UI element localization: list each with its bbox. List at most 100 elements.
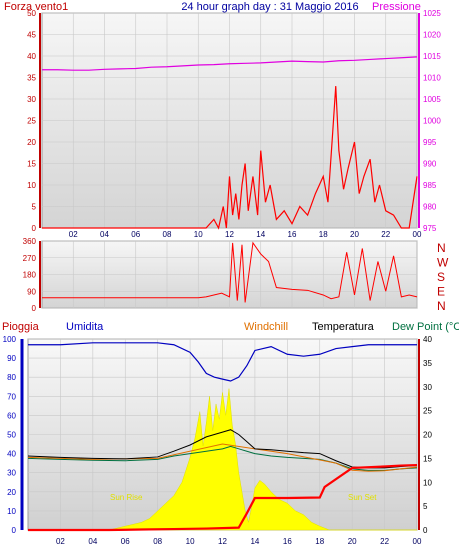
- y-left-tick-label: 10: [7, 507, 16, 516]
- y-right-tick-label: 35: [423, 359, 432, 368]
- x-tick-label: 04: [88, 537, 97, 546]
- x-tick-label: 08: [153, 537, 162, 546]
- y-left-tick-label: 50: [27, 9, 36, 18]
- y-left-tick-label: 30: [27, 95, 36, 104]
- compass-label: W: [437, 256, 449, 270]
- x-tick-label: 10: [186, 537, 195, 546]
- y-right-tick-label: 980: [423, 203, 437, 212]
- y-left-tick-label: 180: [23, 271, 37, 280]
- x-tick-label: 02: [69, 230, 78, 239]
- x-tick-label: 04: [100, 230, 109, 239]
- legend-dewpoint: Dew Point (°C: [392, 321, 459, 333]
- y-left-tick-label: 40: [7, 450, 16, 459]
- x-tick-label: 22: [380, 537, 389, 546]
- y-left-tick-label: 100: [3, 335, 17, 344]
- y-left-tick-label: 90: [7, 354, 16, 363]
- x-tick-label: 06: [121, 537, 130, 546]
- y-left-tick-label: 25: [27, 117, 36, 126]
- sunset-annotation: Sun Set: [348, 493, 377, 502]
- y-right-tick-label: 1020: [423, 31, 441, 40]
- y-left-tick-label: 0: [32, 304, 37, 313]
- y-left-tick-label: 270: [23, 254, 37, 263]
- header-left-label: Forza vento1: [4, 1, 68, 13]
- y-right-tick-label: 990: [423, 160, 437, 169]
- y-right-tick-label: 5: [423, 502, 428, 511]
- x-tick-label: 08: [163, 230, 172, 239]
- series-radiation: [28, 388, 417, 531]
- legend-temperature: Temperatura: [312, 321, 375, 333]
- x-tick-label: 14: [250, 537, 259, 546]
- y-left-tick-label: 360: [23, 237, 37, 246]
- y-left-tick-label: 60: [7, 411, 16, 420]
- y-left-tick-label: 30: [7, 469, 16, 478]
- rain-label: Pioggia: [2, 321, 40, 333]
- humidity-label: Umidita: [66, 321, 104, 333]
- y-left-tick-label: 90: [27, 287, 36, 296]
- x-tick-label: 10: [194, 230, 203, 239]
- y-left-tick-label: 0: [32, 224, 37, 233]
- y-left-tick-label: 15: [27, 160, 36, 169]
- series-rain: [28, 463, 418, 532]
- y-right-tick-label: 1025: [423, 9, 441, 18]
- y-left-tick-label: 35: [27, 74, 36, 83]
- x-tick-label: 02: [56, 537, 65, 546]
- compass-label: N: [437, 241, 446, 255]
- panel3-grid: 1009080706050403020100403530252015105002…: [3, 335, 433, 546]
- y-right-tick-label: 25: [423, 407, 432, 416]
- y-left-tick-label: 5: [32, 203, 37, 212]
- y-right-tick-label: 985: [423, 181, 437, 190]
- compass-label: E: [437, 285, 445, 299]
- y-left-tick-label: 20: [27, 138, 36, 147]
- x-tick-label: 16: [288, 230, 297, 239]
- x-tick-label: 12: [218, 537, 227, 546]
- y-right-tick-label: 1005: [423, 95, 441, 104]
- compass-label: N: [437, 299, 446, 313]
- series-dew-point: [27, 445, 418, 471]
- legend-windchill: Windchill: [244, 321, 288, 333]
- y-right-tick-label: 20: [423, 431, 432, 440]
- series-wind-speed: [42, 86, 418, 230]
- x-tick-label: 20: [350, 230, 359, 239]
- compass-label: S: [437, 270, 445, 284]
- series-wind-direction: [42, 241, 418, 303]
- y-right-tick-label: 1010: [423, 74, 441, 83]
- panel3-marks: [27, 342, 418, 532]
- sunrise-annotation: Sun Rise: [110, 493, 143, 502]
- x-tick-label: 06: [131, 230, 140, 239]
- y-right-tick-label: 15: [423, 454, 432, 463]
- series-humidity: [28, 342, 417, 382]
- x-tick-label: 20: [348, 537, 357, 546]
- x-tick-label: 18: [319, 230, 328, 239]
- x-tick-label: 00: [413, 537, 422, 546]
- chart-title: 24 hour graph day : 31 Maggio 2016: [181, 1, 358, 13]
- y-right-tick-label: 1015: [423, 52, 441, 61]
- y-left-tick-label: 50: [7, 431, 16, 440]
- x-tick-label: 22: [381, 230, 390, 239]
- y-left-tick-label: 70: [7, 392, 16, 401]
- y-left-tick-label: 80: [7, 373, 16, 382]
- x-tick-label: 14: [256, 230, 265, 239]
- y-right-tick-label: 40: [423, 335, 432, 344]
- y-left-tick-label: 45: [27, 31, 36, 40]
- panel2-marks: [42, 241, 418, 303]
- y-left-tick-label: 0: [12, 526, 17, 535]
- x-tick-label: 12: [225, 230, 234, 239]
- x-tick-label: 00: [413, 230, 422, 239]
- x-tick-label: 16: [283, 537, 292, 546]
- y-left-tick-label: 10: [27, 181, 36, 190]
- y-right-tick-label: 10: [423, 478, 432, 487]
- y-right-tick-label: 0: [423, 526, 428, 535]
- y-right-tick-label: 1000: [423, 117, 441, 126]
- header-right-label: Pressione: [372, 1, 421, 13]
- y-left-tick-label: 20: [7, 488, 16, 497]
- y-right-tick-label: 975: [423, 224, 437, 233]
- y-right-tick-label: 995: [423, 138, 437, 147]
- y-right-tick-label: 30: [423, 383, 432, 392]
- panel1-marks: [42, 56, 418, 230]
- y-left-tick-label: 40: [27, 52, 36, 61]
- series-pressure: [42, 56, 418, 71]
- x-tick-label: 18: [315, 537, 324, 546]
